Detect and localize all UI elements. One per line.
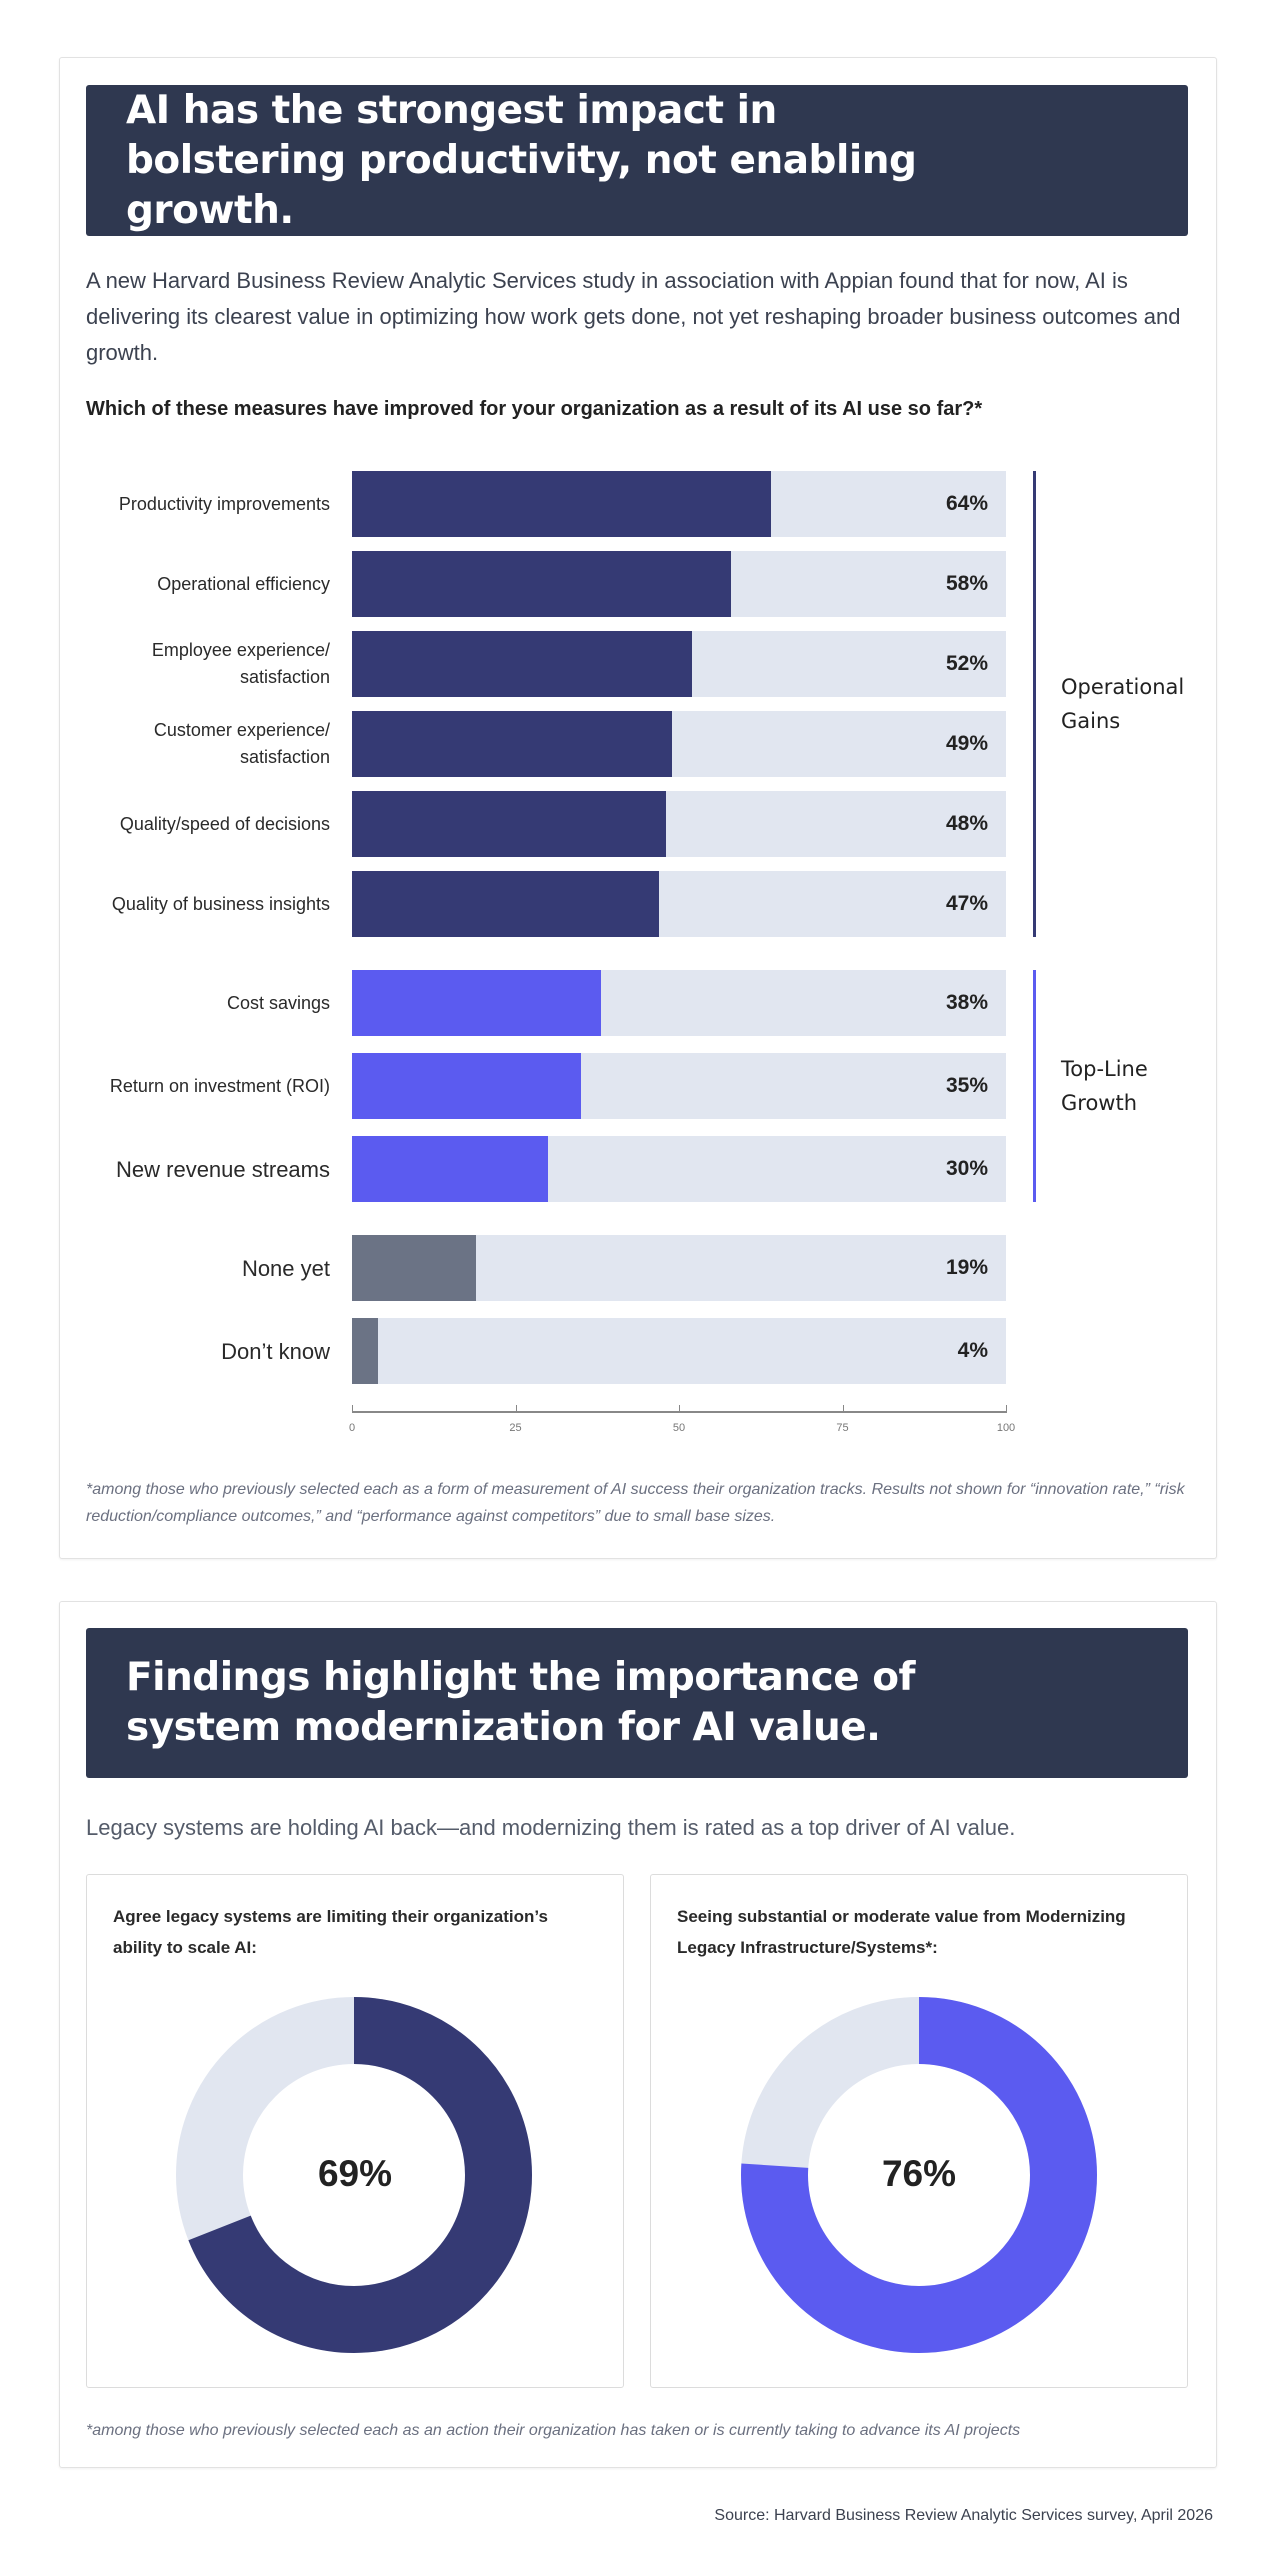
bar-value-label: 47% [945, 892, 988, 915]
bar-value-label: 49% [945, 732, 988, 755]
bar [352, 711, 673, 777]
donut-title: Seeing substantial or moderate value fro… [677, 1907, 1126, 1957]
donut-title: Agree legacy systems are limiting their … [113, 1907, 548, 1957]
bar [352, 1318, 379, 1384]
donut-chart-legacy [176, 1997, 532, 2353]
category-label: Quality of business insights [111, 893, 330, 914]
modernization-card: Findings highlight the importance of sys… [59, 1601, 1217, 2468]
survey-question: Which of these measures have improved fo… [86, 398, 983, 420]
x-axis-tick [842, 1405, 844, 1413]
section2-title: Findings highlight the importance of sys… [126, 1655, 916, 1750]
bar-value-label: 64% [945, 492, 988, 515]
category-label: None yet [241, 1255, 330, 1281]
category-label: Employee experience/ satisfaction [151, 640, 330, 687]
bar [352, 1136, 549, 1202]
bar [352, 791, 666, 857]
section2-title-banner: Findings highlight the importance of sys… [86, 1628, 1188, 1778]
bar-value-label: 58% [945, 572, 988, 595]
donut-chart-modernizing [741, 1997, 1097, 2353]
bar [352, 551, 732, 617]
category-label: Customer experience/ satisfaction [153, 720, 330, 767]
x-tick-label: 25 [509, 1422, 522, 1434]
section2-footnote: *among those who previously selected eac… [86, 2422, 1021, 2439]
category-label: Don’t know [221, 1338, 330, 1364]
bar [352, 871, 660, 937]
source-note: Source: Harvard Business Review Analytic… [714, 2507, 1213, 2524]
x-axis-tick [352, 1405, 353, 1413]
category-label: Return on investment (ROI) [109, 1075, 330, 1096]
bar-track: 38% [352, 970, 1006, 1036]
x-tick-label: 0 [348, 1422, 356, 1434]
donut-card-legacy-limiting: Agree legacy systems are limiting their … [86, 1874, 624, 2388]
bar-track: 47% [352, 871, 1006, 937]
bar-value-label: 38% [945, 991, 988, 1014]
productivity-card: AI has the strongest impact in bolsterin… [59, 57, 1217, 1559]
bar-track: 52% [352, 631, 1006, 697]
bar-track: 49% [352, 711, 1006, 777]
bar-track: 4% [352, 1318, 1006, 1384]
section1-title-banner: AI has the strongest impact in bolsterin… [86, 85, 1188, 236]
bar-value-label: 52% [945, 652, 988, 675]
bar-track: 30% [352, 1136, 1006, 1202]
section1-intro: A new Harvard Business Review Analytic S… [86, 268, 1181, 365]
x-tick-label: 100 [996, 1422, 1016, 1434]
bar-value-label: 48% [945, 812, 988, 835]
bar-value-label: 30% [945, 1157, 988, 1180]
category-label: New revenue streams [116, 1156, 330, 1182]
donut-value-label: 76% [881, 2153, 957, 2194]
donut-value-arc [741, 1997, 1097, 2353]
category-label: Quality/speed of decisions [119, 813, 330, 834]
section1-title: AI has the strongest impact in bolsterin… [126, 87, 917, 233]
bar-track: 58% [352, 551, 1006, 617]
donut-value-label: 69% [317, 2153, 393, 2194]
x-tick-label: 75 [836, 1422, 849, 1434]
bar [352, 631, 693, 697]
category-label: Operational efficiency [157, 573, 330, 594]
x-axis-tick [1006, 1405, 1007, 1413]
x-tick-label: 50 [672, 1422, 686, 1434]
group-label: Top-Line Growth [1061, 1057, 1148, 1115]
bar [352, 471, 771, 537]
x-axis-tick [679, 1405, 680, 1413]
bar-value-label: 4% [957, 1339, 988, 1362]
group-bracket [1033, 970, 1036, 1202]
bar [352, 970, 601, 1036]
bar-track: 19% [352, 1235, 1006, 1301]
donut-value-arc [176, 1997, 532, 2353]
bar-value-label: 35% [945, 1074, 988, 1097]
category-label: Productivity improvements [118, 493, 330, 514]
bar [352, 1235, 477, 1301]
group-bracket [1033, 471, 1036, 937]
bar-value-label: 19% [945, 1256, 988, 1279]
section2-subtitle: Legacy systems are holding AI back—and m… [86, 1815, 1016, 1840]
section1-footnote: *among those who previously selected eac… [86, 1481, 1185, 1525]
donut-card-modernizing-value: Seeing substantial or moderate value fro… [650, 1874, 1188, 2388]
group-label: Operational Gains [1061, 675, 1185, 733]
bar [352, 1053, 581, 1119]
bar-track: 64% [352, 471, 1006, 537]
x-axis-tick [515, 1405, 517, 1413]
bar-track: 35% [352, 1053, 1006, 1119]
bar-track: 48% [352, 791, 1006, 857]
category-label: Cost savings [226, 992, 330, 1013]
